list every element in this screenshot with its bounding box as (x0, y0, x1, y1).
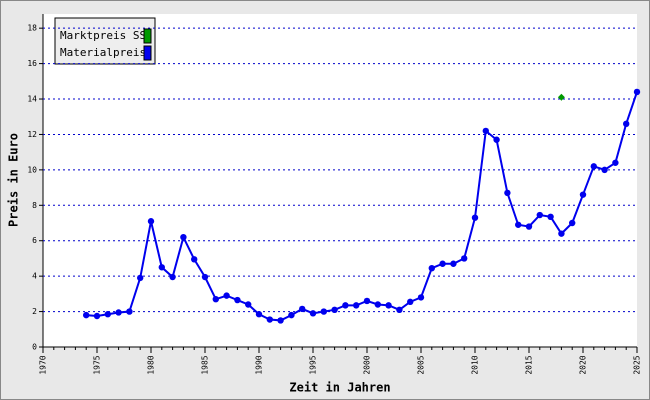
data-point (104, 311, 112, 318)
legend: Marktpreis SS Materialpreis (54, 17, 156, 65)
data-point (547, 213, 554, 221)
data-point (212, 295, 219, 303)
data-point (288, 311, 295, 319)
y-tick-label: 18 (27, 24, 37, 33)
x-tick-label: 2015 (525, 355, 534, 374)
data-point (147, 218, 155, 225)
data-point (201, 273, 209, 281)
data-point (191, 256, 198, 263)
data-point (299, 305, 306, 313)
data-point (407, 298, 414, 306)
legend-swatch (143, 45, 152, 61)
y-tick-label: 8 (32, 201, 37, 210)
y-tick-label: 16 (27, 59, 37, 68)
data-point (471, 214, 479, 221)
data-point (234, 296, 241, 304)
data-point (579, 191, 587, 198)
data-point (309, 310, 317, 317)
legend-swatch (143, 28, 152, 44)
data-point (223, 292, 230, 299)
data-point (417, 294, 425, 301)
data-point (385, 302, 392, 309)
x-tick-label: 2010 (471, 355, 480, 374)
data-point (320, 308, 327, 315)
legend-label: Marktpreis SS (60, 29, 146, 42)
x-axis-label: Zeit in Jahren (289, 381, 390, 395)
data-point (83, 311, 90, 319)
data-point (633, 88, 641, 96)
data-point (504, 189, 511, 197)
y-tick-label: 12 (27, 130, 37, 139)
data-point (331, 306, 338, 314)
y-tick-label: 4 (32, 272, 37, 281)
x-tick-label: 1985 (201, 355, 210, 374)
data-point (493, 136, 500, 143)
data-point (255, 311, 263, 318)
data-point (601, 166, 608, 174)
data-point (515, 221, 522, 228)
x-tick-label: 2000 (363, 355, 372, 374)
data-point (115, 309, 122, 316)
series-line (86, 91, 638, 322)
legend-label: Materialpreis (60, 46, 146, 59)
data-point (180, 233, 187, 241)
data-point (623, 120, 630, 128)
data-point (428, 264, 435, 272)
y-tick-label: 14 (27, 95, 37, 104)
data-point (126, 308, 133, 315)
x-tick-label: 1970 (39, 355, 48, 374)
data-point (277, 317, 284, 324)
plot-area (43, 14, 637, 347)
x-tick-label: 1995 (309, 355, 318, 374)
data-point (536, 211, 543, 219)
x-tick-label: 1980 (147, 355, 156, 374)
data-point (137, 274, 144, 282)
y-tick-label: 0 (32, 343, 37, 352)
data-point (169, 273, 176, 281)
data-point (396, 306, 403, 314)
data-point (558, 230, 565, 237)
data-point (266, 316, 273, 323)
y-tick-label: 6 (32, 236, 37, 245)
y-tick-label: 2 (32, 307, 37, 316)
data-point (353, 302, 360, 309)
x-tick-label: 2020 (579, 355, 588, 374)
x-tick-label: 1990 (255, 355, 264, 374)
data-point (93, 312, 101, 320)
data-point (557, 93, 565, 101)
data-point (450, 260, 457, 267)
x-tick-label: 2025 (633, 355, 642, 374)
data-point (590, 163, 597, 170)
data-point (245, 301, 252, 308)
data-point (482, 127, 489, 135)
data-point (569, 219, 576, 227)
data-point (525, 223, 533, 230)
data-point (612, 159, 619, 166)
x-tick-label: 2005 (417, 355, 426, 374)
x-tick-label: 1975 (93, 355, 102, 374)
data-point (363, 297, 371, 305)
data-point (374, 301, 381, 308)
y-axis-label: Preis in Euro (7, 133, 21, 227)
data-point (158, 264, 165, 271)
y-tick-label: 10 (27, 165, 37, 174)
data-point (439, 260, 446, 267)
data-point (342, 302, 349, 309)
data-point (461, 255, 468, 262)
